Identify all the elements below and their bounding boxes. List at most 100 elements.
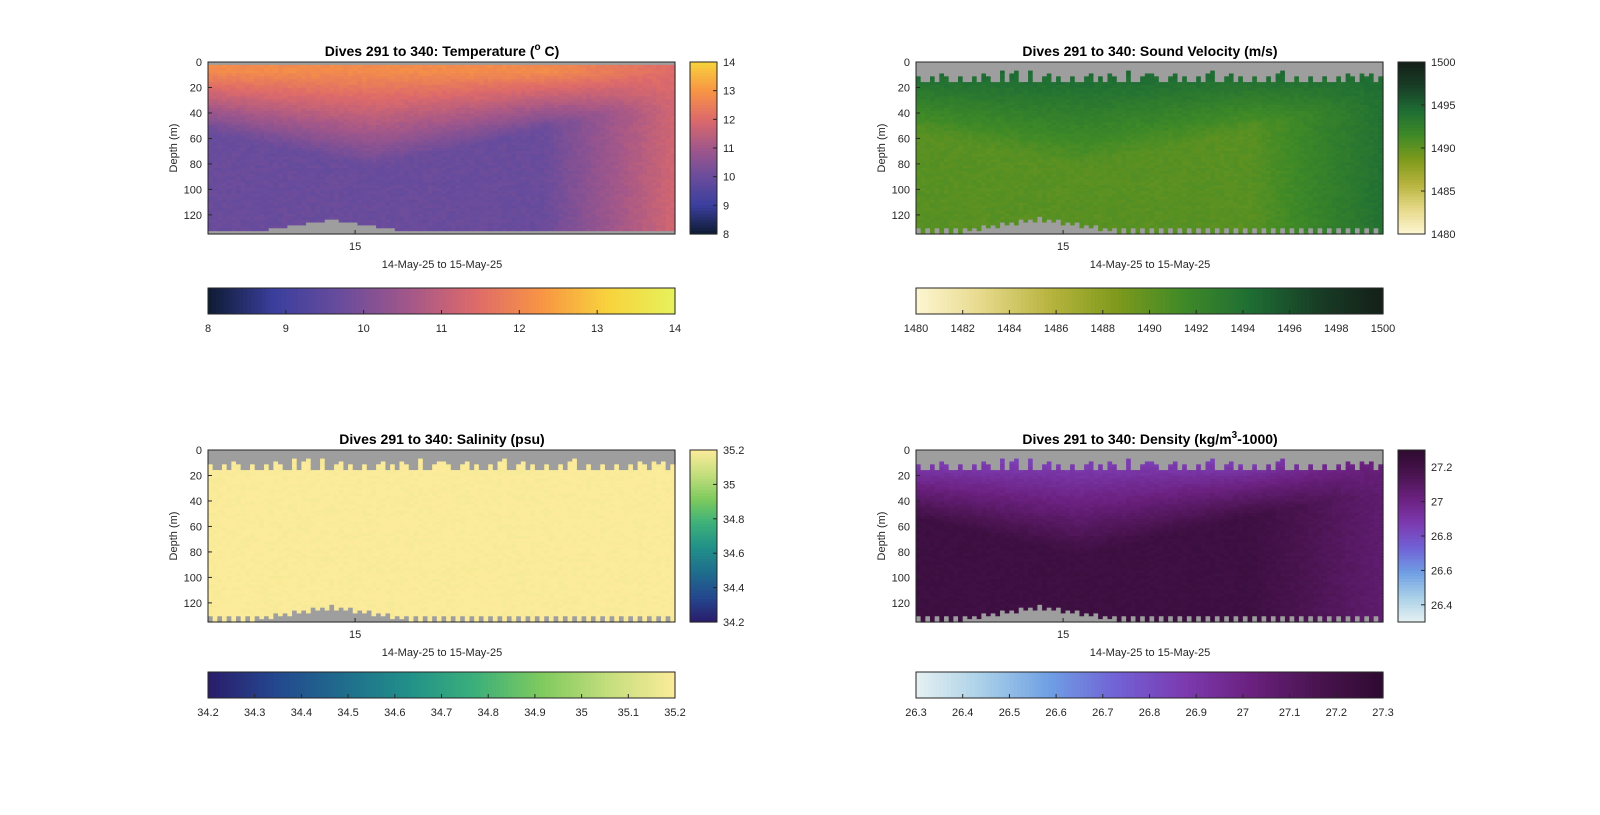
colorbar-swatch: [1157, 288, 1161, 314]
colorbar-swatch: [1348, 288, 1352, 314]
colorbar-swatch: [935, 672, 939, 698]
colorbar-swatch: [574, 672, 578, 698]
colorbar-tick-label: 34.2: [723, 617, 744, 629]
colorbar-swatch: [1009, 672, 1013, 698]
colorbar-swatch: [500, 288, 504, 314]
colorbar-swatch: [589, 288, 593, 314]
colorbar-swatch: [967, 672, 971, 698]
colorbar-tick-label: 1488: [1091, 323, 1115, 335]
colorbar-swatch: [1375, 288, 1379, 314]
colorbar-swatch: [220, 672, 224, 698]
colorbar-swatch: [543, 288, 547, 314]
sound-velocity-heatmap: [916, 62, 1384, 235]
colorbar-swatch: [212, 288, 216, 314]
colorbar-swatch: [1352, 288, 1356, 314]
colorbar-swatch: [1076, 672, 1080, 698]
density-xlabel: 14-May-25 to 15-May-25: [1090, 647, 1210, 659]
colorbar-tick-label: 34.7: [431, 707, 452, 719]
colorbar-tick-label: 14: [669, 323, 681, 335]
colorbar-swatch: [1087, 672, 1091, 698]
colorbar-swatch: [1126, 672, 1130, 698]
colorbar-swatch: [1153, 672, 1157, 698]
colorbar-swatch: [667, 672, 671, 698]
salinity-xlabel: 14-May-25 to 15-May-25: [382, 647, 502, 659]
y-tick-label: 0: [196, 57, 202, 69]
colorbar-swatch: [457, 288, 461, 314]
colorbar-swatch: [1243, 672, 1247, 698]
colorbar-swatch: [492, 288, 496, 314]
colorbar-swatch: [1235, 672, 1239, 698]
colorbar-swatch: [566, 288, 570, 314]
colorbar-swatch: [605, 672, 609, 698]
colorbar-swatch: [418, 288, 422, 314]
colorbar-swatch: [1161, 672, 1165, 698]
colorbar-swatch: [632, 288, 636, 314]
colorbar-swatch: [1138, 288, 1142, 314]
colorbar-swatch: [368, 672, 372, 698]
colorbar-swatch: [286, 672, 290, 698]
colorbar-tick-label: 26.3: [905, 707, 926, 719]
colorbar-tick-label: 12: [513, 323, 525, 335]
colorbar-swatch: [325, 288, 329, 314]
colorbar-tick-label: 27: [1237, 707, 1249, 719]
y-tick-label: 40: [898, 108, 910, 120]
colorbar-swatch: [1025, 672, 1029, 698]
density-colorbar-bottom: 26.3 26.4 26.5 26.6 26.7 26.8 26.9 27 27.1 27.2 27…: [905, 672, 1393, 719]
colorbar-swatch: [636, 288, 640, 314]
colorbar-swatch: [1083, 672, 1087, 698]
colorbar-tick-label: 1485: [1431, 186, 1455, 198]
density-ylabel: Depth (m): [876, 512, 888, 561]
colorbar-swatch: [659, 672, 663, 698]
colorbar-swatch: [1064, 672, 1068, 698]
colorbar-tick-label: 11: [436, 323, 447, 335]
colorbar-tick-label: 26.9: [1185, 707, 1206, 719]
colorbar-swatch: [1364, 288, 1368, 314]
panel-density: Dives 291 to 340: Density (kg/m3-1000) 0…: [876, 430, 1452, 719]
colorbar-swatch: [986, 288, 990, 314]
colorbar-swatch: [955, 672, 959, 698]
colorbar-swatch: [1111, 288, 1115, 314]
colorbar-swatch: [1200, 288, 1204, 314]
colorbar-swatch: [1247, 288, 1251, 314]
y-tick-label: 20: [898, 470, 910, 482]
colorbar-swatch: [371, 288, 375, 314]
colorbar-swatch: [527, 672, 531, 698]
temperature-heatmap: [208, 62, 676, 235]
colorbar-swatch: [1200, 672, 1204, 698]
colorbar-swatch: [333, 672, 337, 698]
colorbar-swatch: [539, 288, 543, 314]
y-tick-label: 120: [892, 210, 910, 222]
colorbar-swatch: [578, 288, 582, 314]
colorbar-swatch: [597, 288, 601, 314]
y-tick-label: 100: [892, 184, 910, 196]
colorbar-tick-label: 14: [723, 57, 735, 69]
colorbar-swatch: [640, 672, 644, 698]
colorbar-swatch: [955, 288, 959, 314]
colorbar-swatch: [1262, 288, 1266, 314]
colorbar-swatch: [442, 288, 446, 314]
colorbar-swatch: [585, 672, 589, 698]
colorbar-swatch: [1212, 288, 1216, 314]
colorbar-swatch: [636, 672, 640, 698]
colorbar-swatch: [628, 288, 632, 314]
colorbar-swatch: [527, 288, 531, 314]
colorbar-swatch: [1251, 288, 1255, 314]
colorbar-swatch: [1087, 288, 1091, 314]
colorbar-swatch: [449, 672, 453, 698]
colorbar-swatch: [1114, 288, 1118, 314]
colorbar-swatch: [970, 672, 974, 698]
colorbar-swatch: [951, 672, 955, 698]
colorbar-swatch: [278, 288, 282, 314]
colorbar-tick-label: 35.2: [664, 707, 685, 719]
colorbar-swatch: [1282, 672, 1286, 698]
colorbar-swatch: [1344, 288, 1348, 314]
colorbar-swatch: [1056, 288, 1060, 314]
colorbar-swatch: [1258, 672, 1262, 698]
colorbar-swatch: [235, 288, 239, 314]
panel-salinity: Dives 291 to 340: Salinity (psu) 0204060…: [168, 431, 744, 719]
density-heatmap: [916, 450, 1384, 623]
colorbar-swatch: [224, 672, 228, 698]
colorbar-swatch: [928, 672, 932, 698]
colorbar-swatch: [329, 672, 333, 698]
colorbar-swatch: [1157, 672, 1161, 698]
